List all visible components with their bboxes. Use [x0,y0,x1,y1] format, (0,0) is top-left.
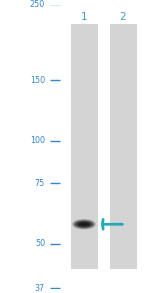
Text: 75: 75 [35,179,45,188]
Text: 100: 100 [30,136,45,145]
Ellipse shape [77,222,91,227]
Text: 150: 150 [30,76,45,85]
Text: 1: 1 [81,12,87,22]
Text: 50: 50 [35,239,45,248]
Text: 37: 37 [35,284,45,293]
Text: 250: 250 [30,0,45,9]
Bar [110,24,136,269]
Text: 2: 2 [120,12,126,22]
Ellipse shape [80,223,88,226]
Ellipse shape [73,220,95,229]
Ellipse shape [75,221,93,228]
Ellipse shape [72,219,96,230]
Bar [70,24,98,269]
